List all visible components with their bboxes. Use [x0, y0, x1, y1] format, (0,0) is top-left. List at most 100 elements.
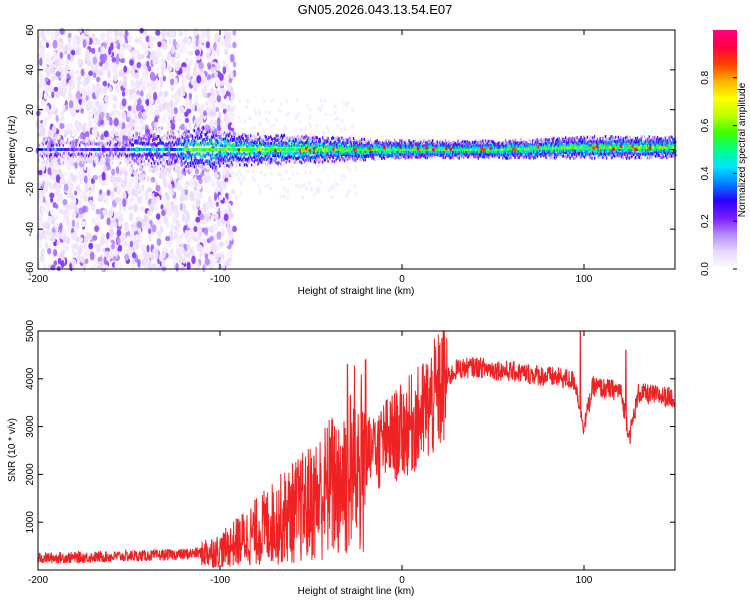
spectrogram-cell [353, 139, 356, 143]
spectrogram-cell [267, 137, 269, 141]
spectrogram-cell [229, 141, 231, 145]
spectrogram-cell [347, 189, 351, 194]
spectrogram-cell [383, 148, 386, 151]
spectrogram-cell [343, 159, 346, 163]
spectrogram-cell [46, 141, 48, 145]
spectrogram-cell [151, 131, 154, 135]
spectrogram-cell [368, 145, 370, 149]
spectrogram-cell [176, 148, 178, 151]
spectrogram-cell [294, 137, 297, 141]
spectrogram-cell [168, 171, 172, 179]
spectrogram-cell [281, 142, 284, 146]
spectrogram-cell [50, 197, 54, 203]
spectrogram-cell [56, 134, 58, 138]
spectrogram-cell [251, 131, 255, 136]
spectrogram-cell [236, 143, 238, 147]
spectrogram-cell [117, 154, 119, 158]
spectrogram-cell [185, 148, 187, 151]
spectrogram-cell [104, 148, 106, 151]
spectrogram-cell [340, 136, 342, 140]
spectrogram-cell [130, 246, 136, 252]
spectrogram-cell [260, 150, 263, 154]
spectrogram-cell [100, 46, 106, 55]
spectrogram-cell [402, 154, 405, 158]
spectrogram-cell [329, 150, 331, 154]
spectrogram-cell [320, 148, 322, 151]
spectrogram-cell [113, 222, 118, 228]
spectrogram-cell [38, 153, 41, 157]
spectrogram-cell [72, 263, 76, 270]
spectrogram-cell [423, 150, 426, 154]
spectrogram-cell [323, 140, 326, 144]
spectrogram-cell [154, 164, 156, 168]
spectrogram-cell [195, 148, 197, 151]
spectrogram-cell [315, 144, 317, 148]
spectrogram-cell [386, 151, 388, 155]
spectrogram-cell [206, 47, 211, 55]
spectrogram-cell [326, 148, 328, 151]
spectrogram-cell [160, 126, 163, 130]
spectrogram-cell [231, 91, 235, 101]
spectrogram-cell [189, 134, 191, 138]
spectrogram-cell [390, 145, 392, 149]
spectrogram-cell [326, 144, 328, 148]
spectrogram-cell [354, 158, 357, 162]
spectrogram-cell [222, 157, 225, 161]
spectrogram-cell [281, 144, 284, 148]
spectrogram-cell [92, 174, 99, 181]
spectrogram-cell [389, 145, 391, 149]
spectrogram-cell [209, 94, 215, 103]
spectrogram-cell [292, 144, 295, 148]
spectrogram-cell [250, 163, 253, 167]
spectrogram-cell [69, 154, 72, 158]
spectrogram-cell [151, 156, 154, 160]
spectrogram-cell [383, 156, 386, 160]
spectrogram-cell [319, 140, 321, 144]
spectrogram-cell [353, 151, 356, 155]
spectrogram-cell [162, 196, 167, 205]
spectrogram-cell [230, 143, 233, 147]
spectrogram-cell [170, 141, 173, 145]
spectrogram-cell [327, 148, 329, 151]
spectrogram-cell [251, 144, 254, 148]
spectrogram-cell [291, 139, 294, 143]
spectrogram-cell [224, 75, 229, 82]
spectrogram-cell [397, 144, 399, 148]
spectrogram-cell [91, 47, 96, 54]
spectrogram-cell [78, 148, 81, 151]
spectrogram-cell [355, 158, 357, 162]
spectrogram-cell [106, 112, 111, 121]
spectrogram-cell [203, 167, 206, 171]
spectrogram-cell [321, 154, 323, 158]
spectrogram-cell [118, 148, 120, 151]
spectrogram-cell [152, 91, 158, 101]
spectrogram-cell [384, 148, 387, 151]
spectrogram-cell [318, 156, 320, 160]
spectrogram-cell [49, 192, 55, 199]
spectrogram-cell [372, 153, 375, 157]
spectrogram-cell [186, 148, 188, 151]
spectrogram-cell [116, 154, 118, 158]
spectrogram-cell [149, 132, 152, 136]
spectrogram-cell [324, 148, 327, 151]
spectrogram-cell [391, 153, 393, 157]
spectrogram-cell [128, 141, 130, 145]
spectrogram-cell [59, 51, 63, 59]
spectrogram-cell [151, 36, 157, 42]
spectrogram-cell [345, 138, 347, 142]
spectrogram-cell [181, 153, 184, 157]
spectrogram-cell [408, 139, 410, 143]
spectrogram-cell [87, 148, 89, 151]
spectrogram-cell [358, 150, 360, 154]
spectrogram-cell [65, 64, 69, 74]
spectrogram-cell [190, 226, 195, 235]
spectrogram-cell [368, 141, 370, 145]
spectrogram-cell [169, 152, 171, 156]
spectrogram-cell [209, 138, 211, 142]
spectrogram-cell [353, 144, 356, 148]
spectrogram-cell [221, 89, 226, 97]
spectrogram-cell [185, 141, 187, 145]
spectrogram-cell [238, 158, 240, 162]
spectrogram-cell [388, 143, 390, 147]
spectrogram-cell [279, 150, 281, 154]
